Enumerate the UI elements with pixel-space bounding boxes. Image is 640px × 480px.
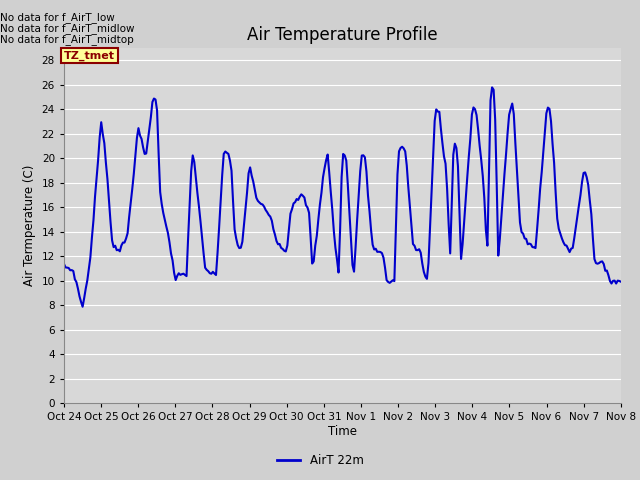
Text: TZ_tmet: TZ_tmet [64, 50, 115, 60]
Legend: AirT 22m: AirT 22m [272, 449, 368, 472]
X-axis label: Time: Time [328, 425, 357, 438]
Title: Air Temperature Profile: Air Temperature Profile [247, 25, 438, 44]
Text: No data for f_AirT_low: No data for f_AirT_low [0, 12, 115, 23]
Text: No data for f_AirT_midtop: No data for f_AirT_midtop [0, 34, 134, 45]
Text: No data for f_AirT_midlow: No data for f_AirT_midlow [0, 23, 134, 34]
Y-axis label: Air Termperature (C): Air Termperature (C) [23, 165, 36, 286]
